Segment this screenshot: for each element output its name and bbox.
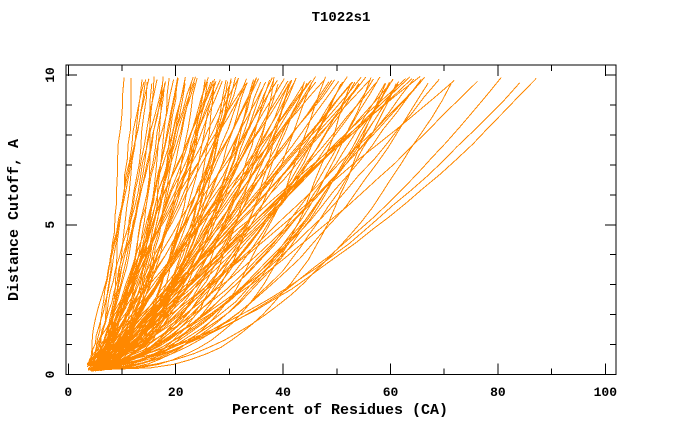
y-axis-title: Distance Cutoff, A bbox=[6, 139, 23, 301]
x-tick-label: 20 bbox=[168, 385, 184, 400]
gdt-curve bbox=[88, 76, 421, 364]
gdt-curve bbox=[93, 79, 158, 368]
gdt-curve bbox=[87, 78, 257, 364]
gdt-curve bbox=[89, 82, 520, 364]
gdt-curve bbox=[91, 80, 289, 365]
gdt-curve bbox=[101, 78, 413, 372]
gdt-curve bbox=[97, 81, 232, 364]
plot-frame bbox=[65, 64, 617, 375]
gdt-curve bbox=[87, 82, 248, 365]
gdt-curve bbox=[95, 80, 455, 364]
gdt-curve bbox=[94, 79, 278, 366]
x-tick-label: 0 bbox=[64, 385, 72, 400]
chart-title: T1022s1 bbox=[312, 10, 371, 26]
gdt-curve bbox=[102, 82, 377, 367]
gdt-curve bbox=[93, 79, 440, 366]
gdt-curve bbox=[98, 83, 452, 370]
gdt-curve bbox=[89, 78, 374, 367]
gdt-curve bbox=[98, 77, 502, 367]
gdt-curve bbox=[91, 82, 386, 369]
gdt-curve bbox=[87, 76, 425, 367]
gdt-curve bbox=[99, 83, 397, 369]
x-tick-label: 80 bbox=[490, 385, 506, 400]
gdt-curve bbox=[90, 81, 262, 364]
x-tick-label: 60 bbox=[383, 385, 399, 400]
gdt-curve bbox=[93, 79, 335, 367]
gdt-curve bbox=[94, 78, 537, 366]
gdt-curve bbox=[100, 83, 342, 364]
frame-layer: 0 20 40 60 80 100 0 5 10 bbox=[43, 64, 618, 400]
x-axis-title: Percent of Residues (CA) bbox=[232, 402, 448, 419]
gdt-curve bbox=[90, 80, 292, 365]
gdt-curve bbox=[86, 83, 247, 366]
x-tick-label: 40 bbox=[275, 385, 291, 400]
gdt-curve bbox=[94, 78, 371, 365]
gdt-curve bbox=[88, 81, 145, 366]
gdt-curve bbox=[91, 81, 478, 370]
y-tick-label: 5 bbox=[43, 221, 58, 229]
gdt-curve bbox=[91, 82, 360, 364]
gdt-curve bbox=[94, 78, 407, 372]
gdt-curve bbox=[93, 83, 352, 371]
curves-layer bbox=[86, 76, 537, 372]
gdt-curve bbox=[95, 76, 411, 366]
gdt-curve bbox=[100, 76, 327, 370]
gdt-curve bbox=[88, 79, 325, 371]
gdt-curve bbox=[88, 78, 150, 366]
y-tick-label: 10 bbox=[43, 67, 58, 83]
gdt-curve bbox=[101, 81, 317, 371]
gdt-curve bbox=[100, 83, 387, 371]
x-tick-label: 100 bbox=[594, 385, 618, 400]
y-tick-label: 0 bbox=[43, 370, 58, 378]
